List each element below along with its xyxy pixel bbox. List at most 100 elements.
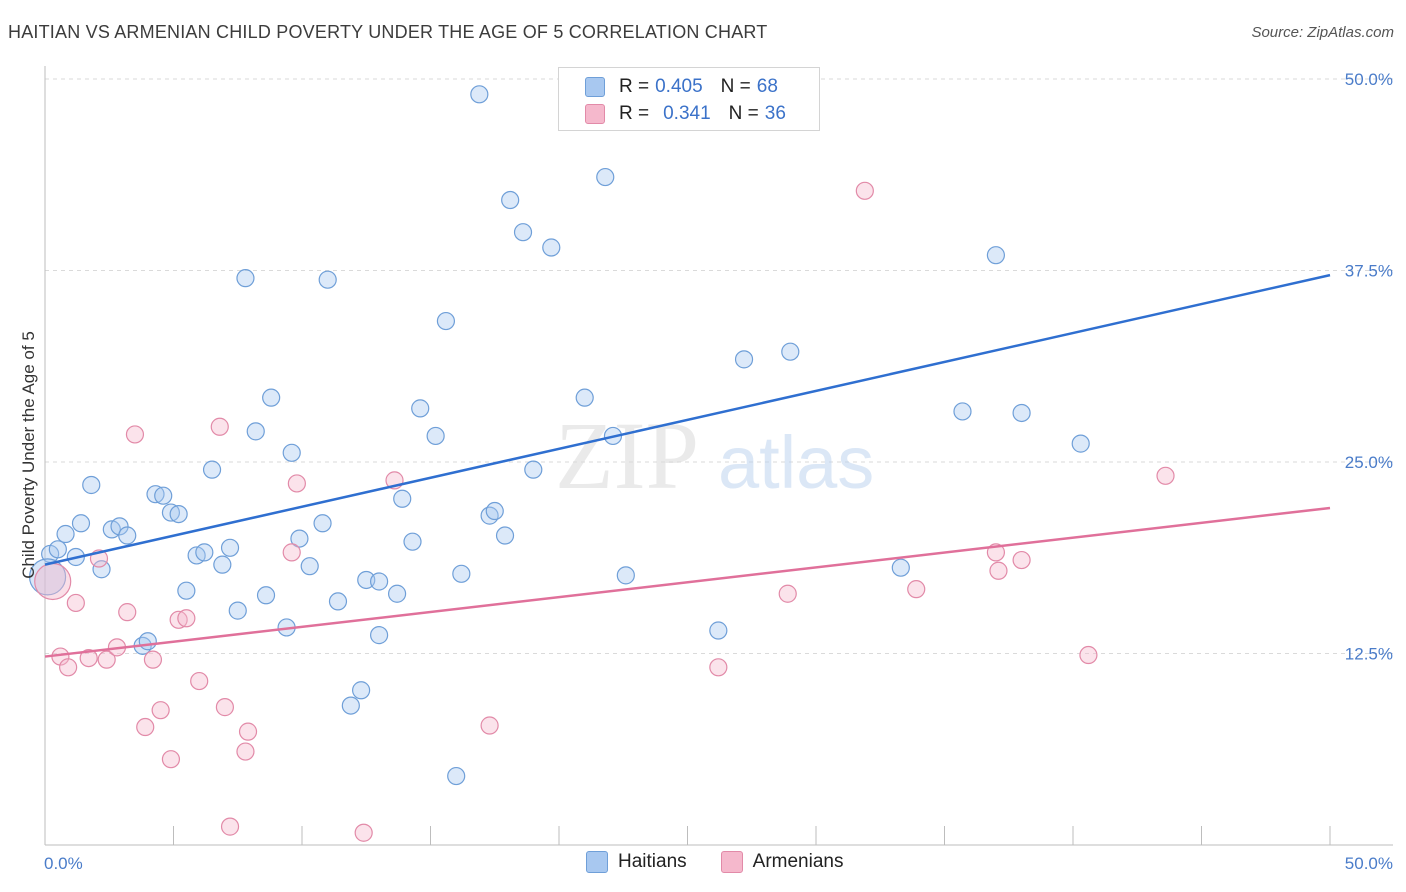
data-point-haitians: [501, 190, 520, 210]
data-point-haitians: [542, 238, 561, 257]
data-point-haitians: [236, 269, 255, 288]
legend-r-value: 0.405: [655, 76, 703, 97]
data-point-armenians: [855, 181, 874, 200]
data-point-armenians: [151, 701, 170, 720]
y-tick-labels: 12.5% 25.0% 37.5% 50.0%: [1345, 70, 1393, 664]
data-point-haitians: [986, 246, 1006, 265]
data-point-armenians: [778, 584, 797, 603]
data-point-haitians: [524, 460, 543, 479]
data-point-haitians: [470, 85, 489, 104]
data-point-haitians: [447, 766, 466, 786]
data-point-haitians: [616, 566, 635, 585]
data-point-armenians: [989, 561, 1008, 580]
data-point-haitians: [228, 601, 247, 620]
data-point-armenians: [177, 609, 196, 628]
data-point-haitians: [202, 460, 222, 479]
y-tick-label: 50.0%: [1345, 70, 1393, 89]
data-point-haitians: [71, 514, 91, 533]
legend-swatch-haitians: [586, 851, 608, 873]
data-point-haitians: [220, 538, 240, 557]
legend-label-haitians: Haitians: [618, 851, 687, 872]
data-point-armenians: [169, 610, 188, 629]
data-point-armenians: [238, 722, 258, 741]
data-point-haitians: [138, 632, 157, 651]
data-point-haitians: [734, 350, 754, 369]
data-point-haitians: [262, 388, 281, 407]
x-tick-label-max: 50.0%: [1345, 854, 1393, 873]
data-point-haitians: [146, 485, 165, 504]
y-tick-label: 25.0%: [1345, 453, 1393, 472]
data-point-haitians: [436, 311, 456, 331]
trend-line-armenians: [44, 506, 1331, 658]
data-point-haitians: [110, 517, 129, 536]
data-point-haitians: [213, 555, 232, 574]
data-point-haitians: [953, 402, 972, 421]
data-point-armenians: [907, 580, 926, 599]
data-point-haitians: [781, 342, 800, 361]
data-point-haitians: [92, 560, 111, 579]
data-point-haitians: [56, 524, 75, 544]
y-tick-label: 37.5%: [1345, 262, 1393, 281]
legend-item-haitians[interactable]: Haitians: [586, 851, 687, 873]
data-point-haitians: [118, 526, 137, 545]
data-point-armenians: [210, 417, 229, 436]
data-point-haitians: [452, 564, 471, 583]
data-point-haitians: [28, 558, 67, 596]
data-point-haitians: [575, 388, 594, 407]
legend-swatch-haitians: [585, 77, 605, 97]
data-point-armenians: [97, 650, 116, 669]
data-point-armenians: [79, 648, 98, 668]
x-tick-labels: 0.0% 50.0%: [44, 854, 1393, 873]
data-point-haitians: [352, 681, 371, 700]
data-point-haitians: [370, 572, 389, 591]
data-point-armenians: [215, 698, 234, 717]
legend-n-value: 36: [764, 103, 786, 124]
legend-swatch-armenians: [720, 851, 743, 873]
data-point-haitians: [709, 621, 728, 640]
y-tick-label: 12.5%: [1345, 645, 1393, 664]
legend-item-armenians[interactable]: Armenians: [720, 851, 843, 873]
data-point-haitians: [1071, 434, 1090, 453]
series-armenians: [34, 181, 1175, 842]
data-point-haitians: [246, 422, 265, 441]
data-point-haitians: [387, 584, 407, 603]
data-point-haitians: [282, 443, 301, 462]
grid-lines: [45, 78, 1393, 654]
axes: [44, 66, 1393, 846]
chart-title: HAITIAN VS ARMENIAN CHILD POVERTY UNDER …: [8, 22, 768, 42]
data-point-armenians: [287, 474, 306, 493]
data-point-haitians: [411, 399, 430, 418]
data-point-haitians: [495, 526, 515, 545]
data-point-haitians: [328, 592, 348, 611]
data-point-armenians: [161, 750, 181, 769]
data-point-armenians: [480, 716, 499, 735]
data-point-haitians: [596, 167, 615, 187]
data-point-armenians: [136, 717, 155, 737]
data-point-haitians: [48, 540, 67, 559]
data-point-haitians: [426, 426, 445, 446]
data-point-haitians: [513, 223, 533, 242]
data-point-haitians: [403, 532, 422, 551]
data-point-haitians: [370, 626, 389, 645]
legend-row-haitians: R = 0.405 N = 68: [585, 74, 778, 100]
y-axis-label: Child Poverty Under the Age of 5: [19, 331, 38, 579]
data-point-haitians: [485, 501, 504, 521]
data-point-haitians: [1012, 403, 1031, 423]
data-point-haitians: [318, 270, 337, 289]
data-point-haitians: [82, 475, 101, 495]
data-point-haitians: [393, 489, 412, 508]
source-label: Source: ZipAtlas.com: [1251, 24, 1394, 41]
trend-lines: [44, 273, 1331, 658]
legend-row-armenians: R = 0.341 N = 36: [585, 101, 786, 127]
data-point-haitians: [169, 504, 188, 524]
x-tick-label-min: 0.0%: [44, 854, 83, 873]
data-point-armenians: [1012, 550, 1031, 570]
data-point-armenians: [59, 658, 78, 677]
data-point-haitians: [341, 696, 360, 715]
watermark-zip: ZIP: [555, 402, 699, 509]
data-point-armenians: [709, 658, 728, 677]
data-point-haitians: [256, 586, 276, 605]
stats-legend: R = 0.405 N = 68 R = 0.341 N = 36: [558, 67, 820, 131]
legend-n-label: N =: [720, 76, 751, 97]
